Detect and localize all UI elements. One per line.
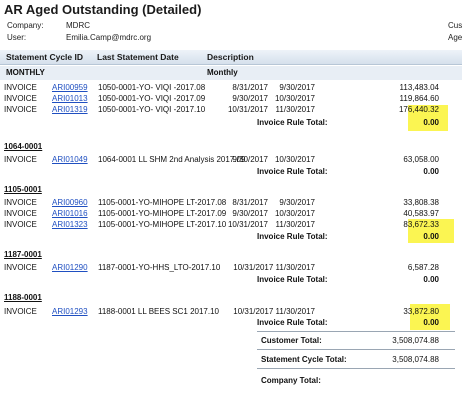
group-name: 1188-0001: [4, 293, 42, 302]
row-date1: 9/30/2017: [232, 155, 268, 164]
col-description: Description: [207, 52, 254, 62]
report-title: AR Aged Outstanding (Detailed): [4, 2, 202, 17]
row-date1: 10/31/2017: [227, 220, 268, 229]
row-amount: 33,872.80: [403, 307, 439, 316]
invoice-link[interactable]: ARI01016: [52, 209, 88, 218]
row-date2: 11/30/2017: [275, 105, 315, 114]
invoice-rule-total-label: Invoice Rule Total:: [257, 118, 328, 127]
row-date2: 9/30/2017: [279, 83, 315, 92]
invoice-rule-total-label: Invoice Rule Total:: [257, 232, 328, 241]
invoice-rule-total-value: 0.00: [423, 167, 439, 176]
cycle-left: MONTHLY: [6, 68, 45, 77]
row-description: 1187-0001-YO-HHS_LTO-2017.10: [98, 263, 221, 272]
invoice-rule-total-value: 0.00: [423, 118, 439, 127]
row-description: 1105-0001-YO-MIHOPE LT-2017.10: [98, 220, 227, 229]
row-type: INVOICE: [4, 105, 37, 114]
invoice-link[interactable]: ARI00959: [52, 83, 88, 92]
row-date2: 10/30/2017: [274, 209, 315, 218]
cycle-right: Monthly: [207, 68, 238, 77]
row-type: INVOICE: [4, 220, 37, 229]
row-amount: 176,440.32: [398, 105, 439, 114]
row-type: INVOICE: [4, 155, 37, 164]
invoice-rule-total-value: 0.00: [423, 232, 439, 241]
col-statement-cycle-id: Statement Cycle ID: [6, 52, 83, 62]
row-amount: 83,672.33: [403, 220, 439, 229]
highlight-mark: [410, 304, 450, 330]
row-type: INVOICE: [4, 94, 37, 103]
user-value: Emilia.Camp@mdrc.org: [66, 33, 152, 42]
col-last-statement-date: Last Statement Date: [97, 52, 179, 62]
row-amount: 119,864.60: [399, 94, 439, 103]
row-date1: 8/31/2017: [232, 83, 268, 92]
group-name: 1187-0001: [4, 250, 42, 259]
row-description: 1050-0001-YO- VIQI -2017.10: [98, 105, 206, 114]
group-name: 1064-0001: [4, 142, 43, 151]
totals-divider: [257, 331, 455, 332]
statement-cycle-total-value: 3,508,074.88: [392, 355, 439, 364]
invoice-rule-total-label: Invoice Rule Total:: [257, 275, 328, 284]
customer-header-label: Cus: [448, 21, 462, 30]
invoice-link[interactable]: ARI01290: [52, 263, 88, 272]
row-date1: 10/31/2017: [233, 307, 274, 316]
aging-header-label: Age: [448, 33, 462, 42]
highlight-mark: [408, 105, 448, 131]
invoice-rule-total-label: Invoice Rule Total:: [257, 318, 328, 327]
row-description: 1050-0001-YO- VIQI -2017.09: [98, 94, 206, 103]
row-date1: 8/31/2017: [232, 198, 268, 207]
invoice-link[interactable]: ARI01319: [52, 105, 88, 114]
company-label: Company:: [7, 21, 44, 30]
row-date-range: 10/31/2017 11/30/2017: [233, 307, 315, 316]
company-total-label: Company Total:: [261, 376, 321, 385]
row-amount: 63,058.00: [403, 155, 439, 164]
row-date1: 10/31/2017: [233, 263, 274, 272]
invoice-link[interactable]: ARI01293: [52, 307, 88, 316]
row-type: INVOICE: [4, 83, 37, 92]
totals-divider: [257, 349, 455, 350]
invoice-link[interactable]: ARI01323: [52, 220, 88, 229]
invoice-link[interactable]: ARI00960: [52, 198, 88, 207]
row-type: INVOICE: [4, 307, 37, 316]
invoice-rule-total-value: 0.00: [423, 318, 439, 327]
row-amount: 113,483.04: [399, 83, 439, 92]
row-type: INVOICE: [4, 209, 37, 218]
invoice-rule-total-label: Invoice Rule Total:: [257, 167, 328, 176]
highlight-mark: [408, 219, 454, 243]
row-amount: 40,583.97: [403, 209, 439, 218]
row-description: 1105-0001-YO-MIHOPE LT-2017.09: [98, 209, 227, 218]
row-date2: 10/30/2017: [274, 94, 315, 103]
row-date1: 9/30/2017: [232, 94, 268, 103]
invoice-rule-total-value: 0.00: [423, 275, 439, 284]
row-date-range: 10/31/2017 11/30/2017: [233, 263, 315, 272]
customer-total-label: Customer Total:: [261, 336, 322, 345]
column-header-bar: Statement Cycle ID Last Statement Date D…: [0, 50, 462, 65]
row-description: 1105-0001-YO-MIHOPE LT-2017.08: [98, 198, 227, 207]
row-date2: 11/30/2017: [275, 263, 315, 272]
statement-cycle-total-label: Statement Cycle Total:: [261, 355, 347, 364]
row-date1: 10/31/2017: [227, 105, 268, 114]
row-amount: 33,808.38: [403, 198, 439, 207]
row-type: INVOICE: [4, 263, 37, 272]
cycle-row: MONTHLY Monthly: [0, 66, 462, 80]
customer-total-value: 3,508,074.88: [392, 336, 439, 345]
row-date2: 9/30/2017: [279, 198, 315, 207]
row-date2: 11/30/2017: [275, 307, 315, 316]
row-date1: 9/30/2017: [232, 209, 268, 218]
invoice-link[interactable]: ARI01013: [52, 94, 88, 103]
company-value: MDRC: [66, 21, 90, 30]
group-name: 1105-0001: [4, 185, 42, 194]
row-description: 1050-0001-YO- VIQI -2017.08: [98, 83, 206, 92]
row-date2: 11/30/2017: [275, 220, 315, 229]
row-description: 1064-0001 LL SHM 2nd Analysis 2017.09: [98, 155, 246, 164]
row-date2: 10/30/2017: [274, 155, 315, 164]
row-amount: 6,587.28: [407, 263, 439, 272]
user-label: User:: [7, 33, 27, 42]
row-type: INVOICE: [4, 198, 37, 207]
totals-divider: [257, 368, 455, 369]
row-description: 1188-0001 LL BEES SC1 2017.10: [98, 307, 219, 316]
invoice-link[interactable]: ARI01049: [52, 155, 88, 164]
